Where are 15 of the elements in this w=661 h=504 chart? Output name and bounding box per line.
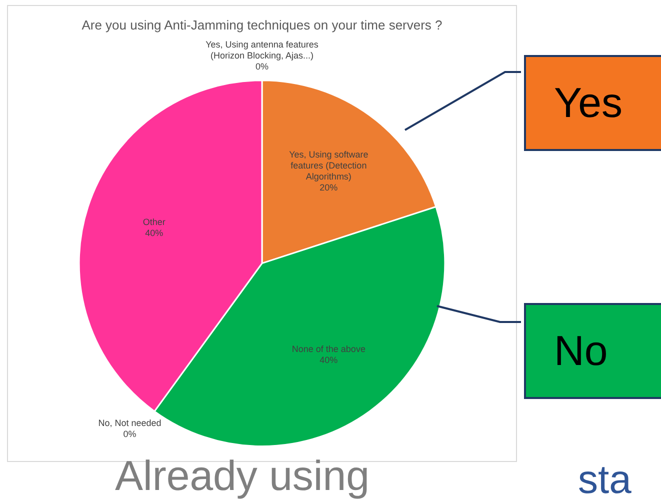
data-label: 40% bbox=[320, 355, 338, 366]
slice-label: Other bbox=[142, 217, 166, 228]
text: 0% bbox=[123, 428, 136, 439]
text: Already using bbox=[115, 452, 370, 500]
text: Yes bbox=[524, 55, 661, 151]
text: No bbox=[524, 303, 661, 399]
slice-label: None of the above bbox=[292, 344, 366, 354]
slice-label: Yes, Using software features (Detection Algorithms) bbox=[289, 150, 368, 182]
chart-title: Are you using Anti-Jamming techniques on your time servers ? bbox=[82, 17, 442, 32]
category-label: No, Not needed bbox=[98, 418, 162, 428]
text: 0% bbox=[255, 61, 269, 72]
data-label: 40% bbox=[145, 228, 164, 238]
data-label: 20% bbox=[320, 182, 338, 193]
text: sta bbox=[578, 458, 632, 503]
category-label: Yes, Using antenna features (Horizon Blocking, Ajas...) bbox=[206, 39, 318, 60]
